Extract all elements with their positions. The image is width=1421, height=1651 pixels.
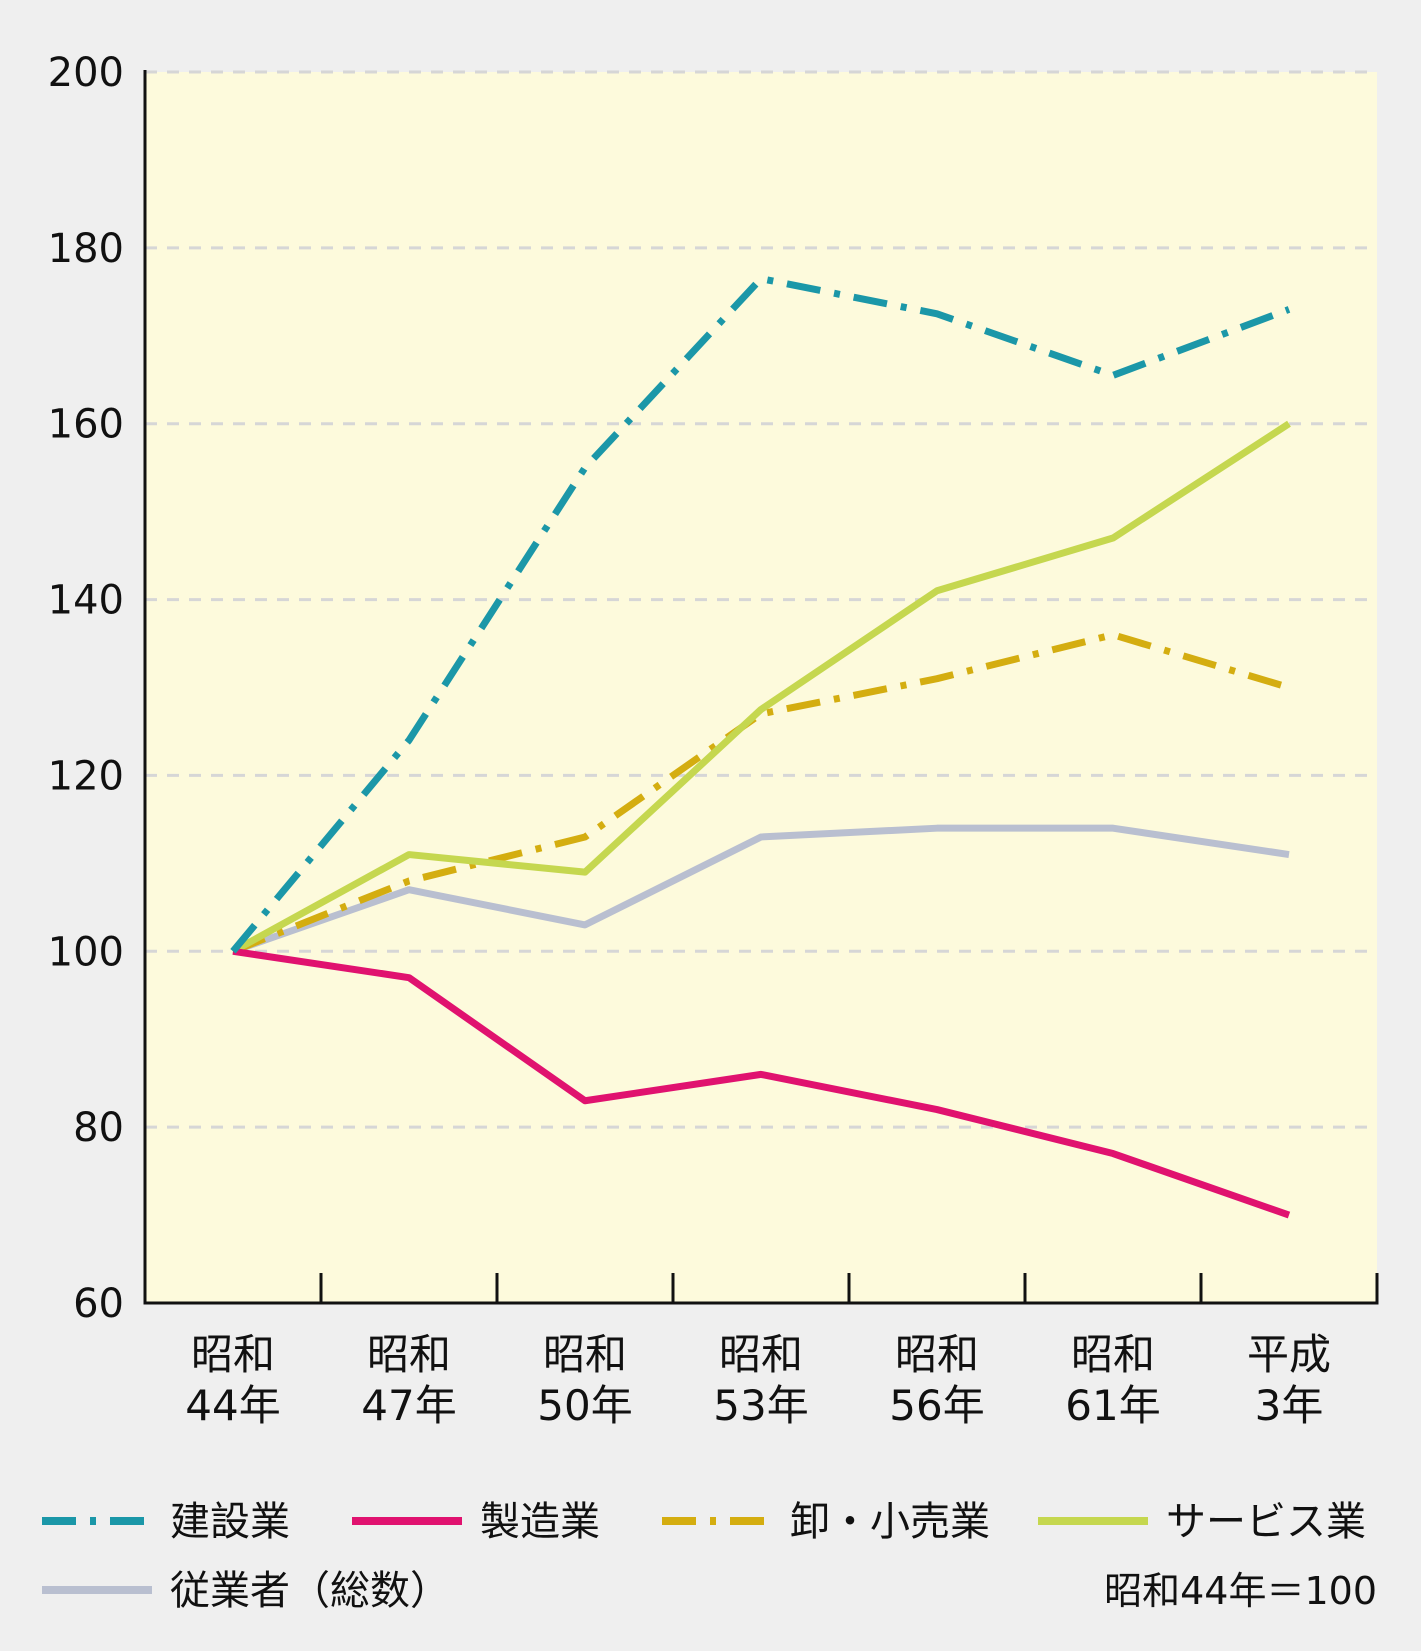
y-tick-label: 100 — [48, 929, 124, 975]
series-line — [230, 275, 1291, 954]
series-line — [231, 420, 1291, 955]
y-tick-label: 80 — [73, 1105, 124, 1151]
axes — [143, 70, 1379, 1305]
x-tick-label: 昭和 50年 — [537, 1330, 632, 1430]
x-tick-label: 昭和 56年 — [889, 1330, 984, 1430]
y-tick-label: 200 — [48, 50, 124, 96]
y-tick-label: 140 — [48, 578, 124, 624]
y-axis-ticks: 60 80 100 120 140 160 180 200 — [48, 50, 124, 1327]
x-tick-label: 昭和 44年 — [185, 1330, 280, 1430]
series-line — [231, 631, 1291, 955]
y-tick-label: 60 — [73, 1281, 124, 1327]
y-tick-label: 160 — [48, 402, 124, 448]
plot-area — [145, 72, 1377, 1303]
series-lines — [230, 275, 1291, 1219]
x-tick-label: 平成 3年 — [1247, 1330, 1331, 1430]
legend-label: 従業者（総数） — [170, 1568, 450, 1614]
index-note: 昭和44年＝100 — [1104, 1569, 1377, 1613]
x-tick-label: 昭和 61年 — [1065, 1330, 1160, 1430]
y-tick-label: 120 — [48, 753, 124, 799]
y-tick-label: 180 — [48, 226, 124, 272]
legend-label: 製造業 — [480, 1499, 600, 1545]
series-line — [231, 824, 1290, 955]
legend-label: サービス業 — [1166, 1499, 1366, 1545]
series-line — [232, 947, 1291, 1219]
legend-label: 卸・小売業 — [790, 1499, 990, 1545]
legend-label: 建設業 — [170, 1499, 290, 1545]
x-tick-label: 昭和 47年 — [361, 1330, 456, 1430]
gridlines — [145, 70, 1377, 1129]
x-tick-label: 昭和 53年 — [713, 1330, 808, 1430]
